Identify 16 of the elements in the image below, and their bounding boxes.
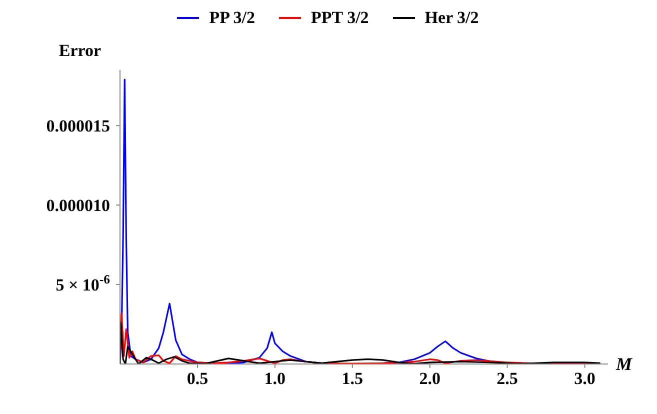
line-series [120,312,602,364]
x-tick-label: 2.5 [496,369,518,388]
x-tick-label: 1.5 [342,369,364,388]
legend-label: PPT 3/2 [311,8,369,28]
legend-label: Her 3/2 [424,8,479,28]
x-tick-label: 1.0 [264,369,286,388]
y-tick-label: 5 × 10$^{-6}$ [56,272,110,295]
x-axis-title: M [615,354,633,374]
y-axis-title: Error [58,41,102,60]
x-tick-label: 0.5 [186,369,208,388]
y-tick-label: 0.000010 [46,196,110,216]
x-tick-label: 3.0 [574,369,596,388]
x-tick-label: 2.0 [419,369,440,388]
legend-label: PP 3/2 [209,8,256,28]
y-tick-label: 0.000015 [46,116,110,136]
line-series [120,322,602,364]
